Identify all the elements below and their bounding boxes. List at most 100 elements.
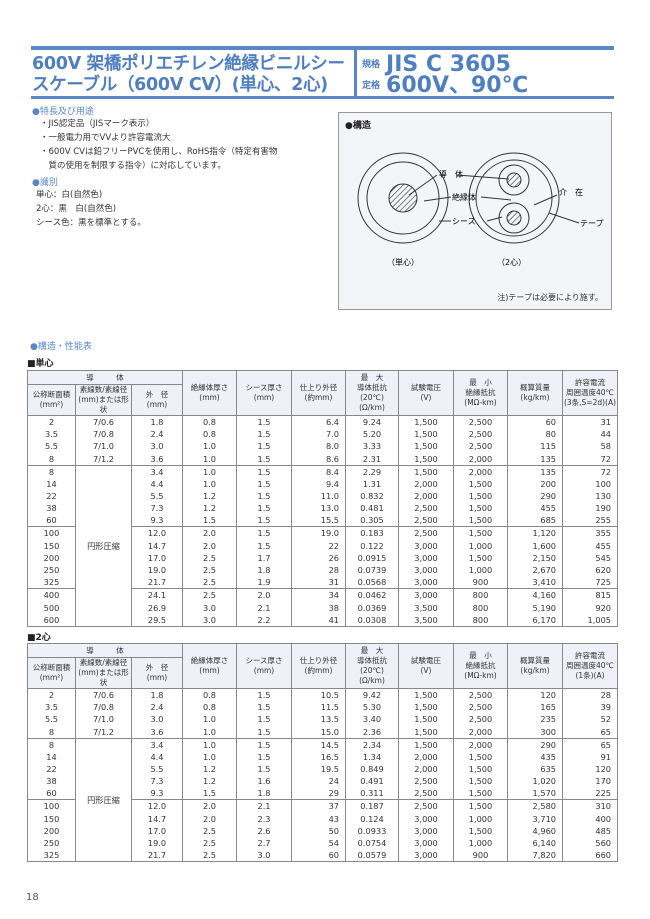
- table-cell: 0.8: [182, 688, 237, 701]
- table-cell: 0.311: [345, 787, 399, 800]
- table-cell: 3,000: [398, 824, 454, 838]
- strand-shape-cell: 円形圧縮: [75, 464, 132, 627]
- table-cell: 0.481: [345, 502, 399, 515]
- table-cell: 28: [291, 564, 346, 577]
- table-cell: 15.0: [291, 725, 346, 739]
- page-number: 18: [26, 892, 39, 903]
- table-cell: 1.5: [236, 737, 292, 751]
- table-cell: 1,500: [453, 775, 508, 788]
- table-cell: 1.2: [182, 762, 237, 776]
- table-cell: 2: [27, 415, 76, 428]
- table-cell: 3.6: [131, 725, 183, 739]
- column-header-line: (3条,S=2d)(A): [563, 398, 617, 407]
- table-row: 250 19.0 2.5 2.7 54 0.0754 3,000 1,000 6,140 560: [27, 837, 618, 850]
- conductor-group-header: 導 体: [27, 643, 183, 658]
- table-cell: 1.0: [182, 477, 237, 490]
- table-cell: 7/0.8: [75, 428, 132, 441]
- table-cell: 0.0308: [345, 613, 399, 627]
- table-cell: 1,500: [453, 787, 508, 800]
- table-row: 325 21.7 2.5 3.0 60 0.0579 3,000 900 7,820 660: [27, 849, 618, 862]
- strand-shape-cell: 円形圧縮: [75, 737, 132, 862]
- table-cell: 8: [27, 737, 76, 751]
- table-cell: 235: [507, 713, 563, 726]
- two-core-table: 導 体絶縁体厚さ (mm) シース厚さ (mm) 仕上り外径 (約mm) 最 大導体抵抗(2…: [27, 643, 618, 863]
- table-cell: 500: [27, 601, 76, 614]
- table-cell: 2.5: [182, 588, 237, 602]
- table-cell: 1.5: [236, 713, 292, 726]
- table-cell: 1,500: [398, 415, 454, 428]
- table-cell: 3,410: [507, 576, 563, 589]
- table-cell: 1.5: [236, 477, 292, 490]
- table-cell: 65: [562, 737, 618, 751]
- filler-label: 介 在: [559, 187, 583, 197]
- table-cell: 29.5: [131, 613, 183, 627]
- table-cell: 685: [507, 514, 563, 527]
- table-cell: 2,000: [398, 762, 454, 776]
- table-cell: 21.7: [131, 576, 183, 589]
- table-cell: 355: [562, 526, 618, 540]
- column-header-line: (kg/km): [520, 393, 550, 402]
- table-cell: 2.0: [182, 526, 237, 540]
- table-cell: 22: [27, 762, 76, 776]
- table-cell: 43: [291, 812, 346, 825]
- table-cell: 2,500: [453, 415, 508, 428]
- table-row: 200 17.0 2.5 1.7 26 0.0915 3,000 1,500 2,150 545: [27, 551, 618, 565]
- table-cell: 1,500: [398, 688, 454, 701]
- column-header-line: (MΩ-km): [464, 671, 497, 680]
- column-header: 公称断面積 (mm²): [27, 657, 76, 689]
- table-cell: 38: [27, 775, 76, 788]
- table-cell: 34: [291, 588, 346, 602]
- table-cell: 2.3: [236, 812, 292, 825]
- column-header-line: 導体抵抗(20℃): [357, 656, 387, 675]
- table-cell: 91: [562, 750, 618, 763]
- table-cell: 3.6: [131, 452, 183, 466]
- table-cell: 0.0915: [345, 551, 399, 565]
- table-cell: 10.5: [291, 688, 346, 701]
- column-header-line: 仕上り外径: [299, 656, 338, 665]
- column-header-line: 最 大: [360, 646, 384, 655]
- standard-label: 規格: [362, 60, 381, 70]
- table-cell: 1.9: [236, 576, 292, 589]
- table-cell: 3,500: [398, 613, 454, 627]
- table-cell: 4,960: [507, 824, 563, 838]
- table-cell: 2,000: [398, 750, 454, 763]
- table-cell: 5.5: [131, 762, 183, 776]
- table-cell: 200: [27, 824, 76, 838]
- performance-heading: ●構造・性能表: [30, 342, 92, 352]
- column-header-line: (mm): [253, 666, 275, 675]
- table-cell: 12.0: [131, 526, 183, 540]
- column-header: 素線数/素線径 (mm)または形状: [75, 657, 132, 689]
- table-cell: 3.0: [236, 849, 292, 862]
- table-cell: 2.1: [236, 799, 292, 813]
- table-cell: 2.5: [182, 837, 237, 850]
- table-cell: 2.0: [182, 812, 237, 825]
- table-cell: 325: [27, 849, 76, 862]
- table-cell: 1,500: [398, 452, 454, 466]
- identification-heading: ●識別: [32, 178, 58, 188]
- column-header-line: (V): [420, 666, 432, 675]
- table-cell: 0.8: [182, 428, 237, 441]
- feature-item: ・600V CVは鉛フリーPVCを使用し、RoHS指令（特定有害物: [40, 147, 278, 157]
- table-cell: 2.4: [131, 428, 183, 441]
- table-cell: 1.0: [182, 737, 237, 751]
- table-cell: 5.20: [345, 428, 399, 441]
- table-row: 3.5 7/0.8 2.4 0.8 1.5 11.5 5.30 1,500 2,500 165 39: [27, 701, 618, 714]
- table-row: 8 7/1.2 3.6 1.0 1.5 8.6 2.31 1,500 2,000 135 72: [27, 452, 618, 466]
- table-cell: 2,500: [398, 799, 454, 813]
- column-header-line: 試験電圧: [411, 656, 441, 665]
- table-cell: 1.5: [236, 514, 292, 527]
- table-row: 100 12.0 2.0 1.5 19.0 0.183 2,500 1,500 1,120 355: [27, 526, 618, 540]
- table-cell: 1,000: [453, 564, 508, 577]
- table-cell: 0.124: [345, 812, 399, 825]
- table-row: 2 7/0.6 1.8 0.8 1.5 10.5 9.42 1,500 2,500 120 28: [27, 688, 618, 701]
- table-row: 22 5.5 1.2 1.5 19.5 0.849 2,000 1,500 635 120: [27, 762, 618, 776]
- column-header-line: 概算質量: [520, 383, 550, 392]
- column-header-line: 絶縁抵抗: [465, 388, 496, 397]
- column-header-line: 絶縁抵抗: [465, 661, 496, 670]
- table-cell: 80: [507, 428, 563, 441]
- column-header-line: (kg/km): [520, 666, 550, 675]
- table-cell: 100: [562, 477, 618, 490]
- table-cell: 3,710: [507, 812, 563, 825]
- table-cell: 1.5: [236, 539, 292, 552]
- table-cell: 1.5: [236, 762, 292, 776]
